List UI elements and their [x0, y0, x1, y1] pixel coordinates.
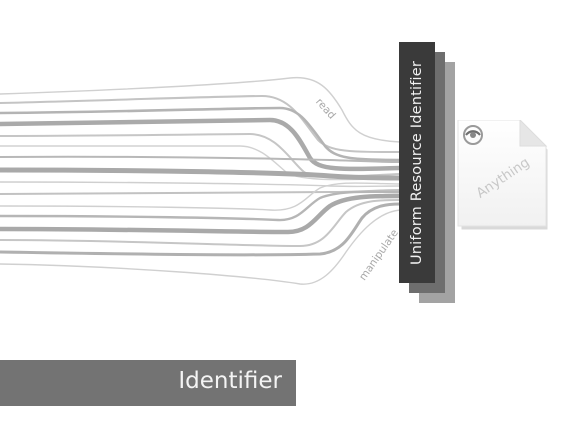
manipulate-wire	[0, 199, 401, 247]
read-wire	[0, 76, 401, 143]
manipulate-wire	[0, 193, 403, 235]
read-wire	[0, 95, 401, 153]
manipulate-wire	[0, 190, 402, 222]
manipulate-wire	[0, 182, 401, 211]
center-wire	[0, 155, 401, 163]
footer-title-bar: Identifier	[0, 360, 296, 406]
browser-logo-icon	[463, 125, 483, 145]
center-wire	[0, 181, 401, 188]
document-shape	[457, 120, 548, 230]
uri-box-front: Uniform Resource Identifier	[399, 42, 435, 283]
read-wire	[0, 106, 402, 162]
manipulate-wires	[0, 182, 403, 285]
read-wire	[0, 145, 401, 181]
read-wire	[0, 117, 403, 172]
center-wires	[0, 155, 403, 195]
manipulate-wire	[0, 209, 401, 285]
uri-label: Uniform Resource Identifier	[409, 60, 425, 265]
document-icon: Anything	[456, 120, 548, 230]
manipulate-wire	[0, 202, 402, 257]
uri-box: Uniform Resource Identifier	[399, 42, 455, 303]
footer-title: Identifier	[178, 368, 282, 394]
center-wire	[0, 167, 403, 181]
read-wires	[0, 76, 403, 181]
